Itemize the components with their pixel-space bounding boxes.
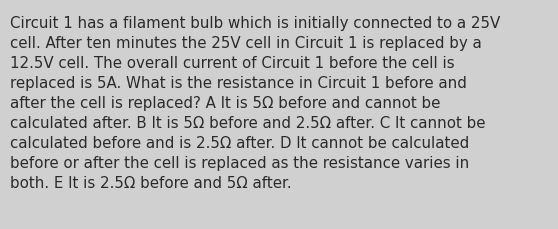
Text: Circuit 1 has a filament bulb which is initially connected to a 25V
cell. After : Circuit 1 has a filament bulb which is i…	[10, 16, 501, 191]
